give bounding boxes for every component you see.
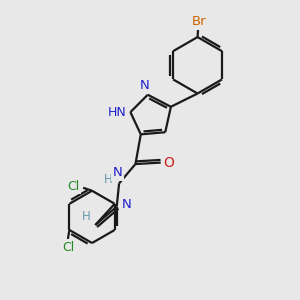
Text: H: H bbox=[82, 210, 91, 223]
Text: N: N bbox=[140, 79, 150, 92]
Text: H: H bbox=[103, 173, 112, 186]
Text: N: N bbox=[113, 167, 122, 179]
Text: HN: HN bbox=[108, 106, 126, 118]
Text: Br: Br bbox=[192, 15, 206, 28]
Text: Cl: Cl bbox=[68, 180, 80, 193]
Text: Cl: Cl bbox=[62, 241, 74, 254]
Text: N: N bbox=[122, 198, 132, 211]
Text: O: O bbox=[164, 156, 175, 170]
